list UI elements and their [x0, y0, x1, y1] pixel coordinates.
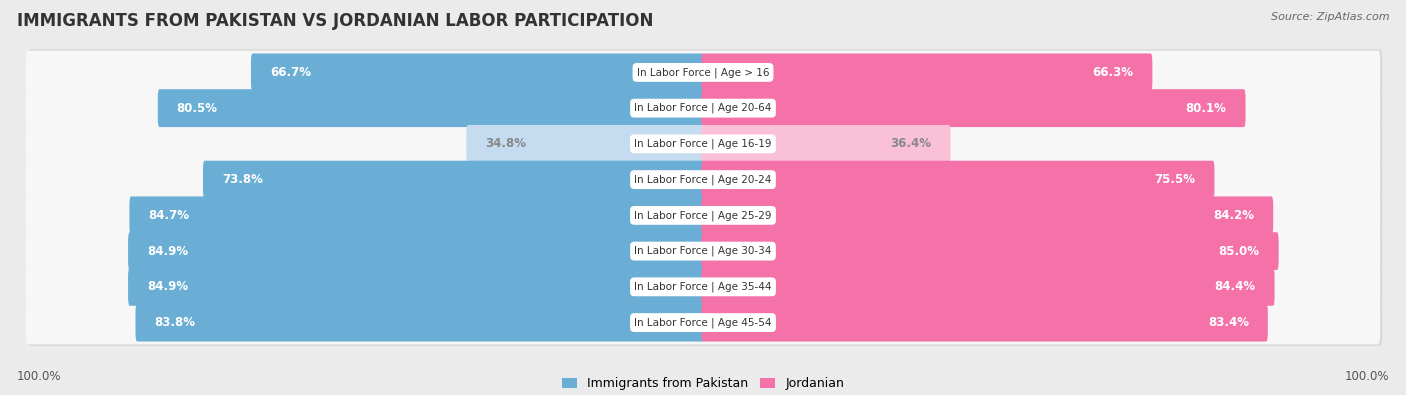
FancyBboxPatch shape: [25, 194, 1381, 237]
FancyBboxPatch shape: [202, 161, 704, 199]
FancyBboxPatch shape: [702, 53, 1153, 91]
FancyBboxPatch shape: [25, 158, 1381, 201]
Text: Source: ZipAtlas.com: Source: ZipAtlas.com: [1271, 12, 1389, 22]
Text: 34.8%: 34.8%: [485, 137, 526, 150]
FancyBboxPatch shape: [702, 268, 1275, 306]
Text: 84.4%: 84.4%: [1215, 280, 1256, 293]
Text: In Labor Force | Age 20-64: In Labor Force | Age 20-64: [634, 103, 772, 113]
Text: 100.0%: 100.0%: [1344, 370, 1389, 383]
FancyBboxPatch shape: [25, 87, 1381, 130]
FancyBboxPatch shape: [128, 268, 704, 306]
Text: 66.3%: 66.3%: [1092, 66, 1133, 79]
Text: 36.4%: 36.4%: [890, 137, 932, 150]
Text: 80.5%: 80.5%: [177, 102, 218, 115]
Text: 84.7%: 84.7%: [149, 209, 190, 222]
FancyBboxPatch shape: [25, 122, 1381, 166]
FancyBboxPatch shape: [467, 125, 704, 163]
FancyBboxPatch shape: [28, 263, 1382, 310]
FancyBboxPatch shape: [702, 89, 1246, 127]
Text: 85.0%: 85.0%: [1219, 245, 1260, 258]
Legend: Immigrants from Pakistan, Jordanian: Immigrants from Pakistan, Jordanian: [557, 372, 849, 395]
FancyBboxPatch shape: [25, 265, 1381, 308]
Text: In Labor Force | Age 16-19: In Labor Force | Age 16-19: [634, 139, 772, 149]
FancyBboxPatch shape: [702, 304, 1268, 342]
FancyBboxPatch shape: [28, 85, 1382, 132]
FancyBboxPatch shape: [28, 299, 1382, 346]
FancyBboxPatch shape: [702, 196, 1274, 234]
Text: 80.1%: 80.1%: [1185, 102, 1226, 115]
Text: In Labor Force | Age > 16: In Labor Force | Age > 16: [637, 67, 769, 78]
FancyBboxPatch shape: [157, 89, 704, 127]
FancyBboxPatch shape: [702, 125, 950, 163]
Text: 83.8%: 83.8%: [155, 316, 195, 329]
Text: 100.0%: 100.0%: [17, 370, 62, 383]
FancyBboxPatch shape: [702, 232, 1278, 270]
FancyBboxPatch shape: [702, 161, 1215, 199]
Text: In Labor Force | Age 20-24: In Labor Force | Age 20-24: [634, 174, 772, 185]
Text: 84.9%: 84.9%: [148, 280, 188, 293]
Text: In Labor Force | Age 45-54: In Labor Force | Age 45-54: [634, 317, 772, 328]
Text: 75.5%: 75.5%: [1154, 173, 1195, 186]
Text: 84.9%: 84.9%: [148, 245, 188, 258]
FancyBboxPatch shape: [28, 228, 1382, 275]
FancyBboxPatch shape: [28, 192, 1382, 239]
Text: 84.2%: 84.2%: [1213, 209, 1254, 222]
FancyBboxPatch shape: [128, 232, 704, 270]
Text: In Labor Force | Age 35-44: In Labor Force | Age 35-44: [634, 282, 772, 292]
Text: In Labor Force | Age 25-29: In Labor Force | Age 25-29: [634, 210, 772, 221]
Text: 66.7%: 66.7%: [270, 66, 311, 79]
FancyBboxPatch shape: [28, 156, 1382, 203]
Text: 73.8%: 73.8%: [222, 173, 263, 186]
FancyBboxPatch shape: [25, 51, 1381, 94]
Text: In Labor Force | Age 30-34: In Labor Force | Age 30-34: [634, 246, 772, 256]
Text: IMMIGRANTS FROM PAKISTAN VS JORDANIAN LABOR PARTICIPATION: IMMIGRANTS FROM PAKISTAN VS JORDANIAN LA…: [17, 12, 654, 30]
FancyBboxPatch shape: [135, 304, 704, 342]
FancyBboxPatch shape: [28, 49, 1382, 96]
FancyBboxPatch shape: [129, 196, 704, 234]
FancyBboxPatch shape: [25, 229, 1381, 273]
Text: 83.4%: 83.4%: [1208, 316, 1249, 329]
FancyBboxPatch shape: [25, 301, 1381, 344]
FancyBboxPatch shape: [28, 120, 1382, 167]
FancyBboxPatch shape: [250, 53, 704, 91]
